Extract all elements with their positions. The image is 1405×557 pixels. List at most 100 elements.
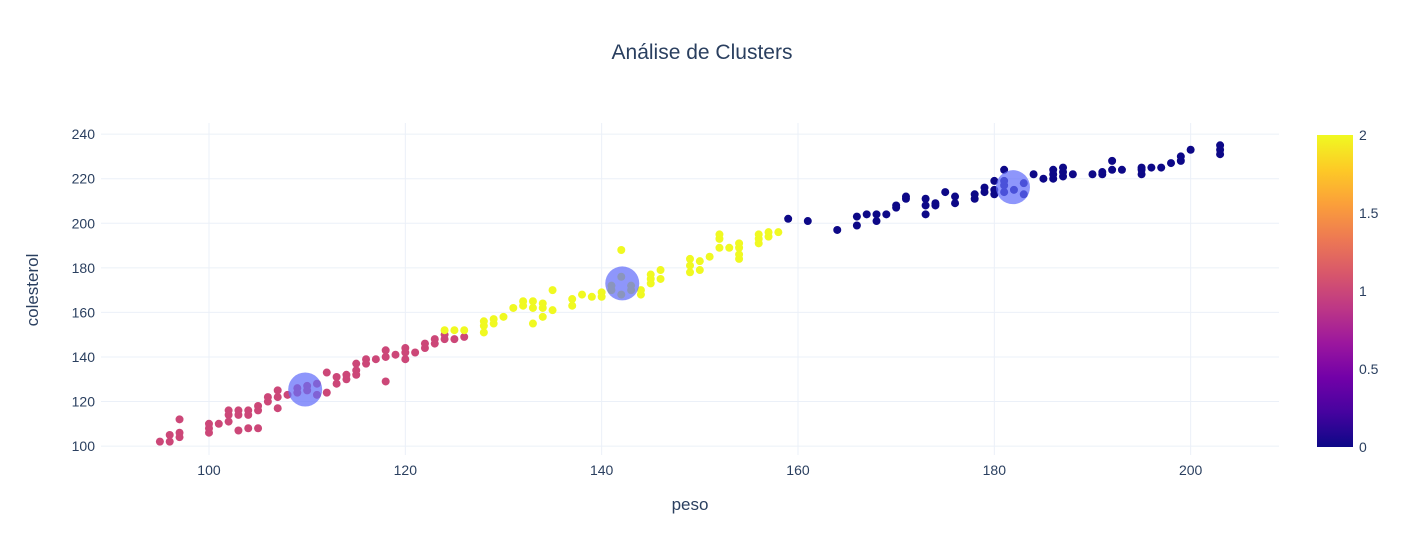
colorbar <box>1317 135 1353 447</box>
data-point <box>489 315 498 324</box>
data-point <box>538 312 547 321</box>
data-point <box>273 404 282 413</box>
data-point <box>656 266 665 275</box>
data-point <box>764 228 773 237</box>
data-point <box>234 406 243 415</box>
data-point <box>951 192 960 201</box>
data-point <box>568 295 577 304</box>
data-point <box>656 274 665 283</box>
data-point <box>371 355 380 364</box>
data-point <box>1186 145 1195 154</box>
data-point <box>214 419 223 428</box>
x-tick-label: 180 <box>983 462 1007 478</box>
data-point <box>754 230 763 239</box>
data-point <box>852 212 861 221</box>
data-point <box>725 243 734 252</box>
data-point <box>617 246 626 255</box>
data-point <box>401 355 410 364</box>
data-point <box>587 292 596 301</box>
data-point <box>970 190 979 199</box>
centroids <box>288 170 1030 407</box>
data-point <box>263 393 272 402</box>
data-point <box>980 183 989 192</box>
y-tick-label: 120 <box>72 394 96 410</box>
data-point <box>1108 156 1117 165</box>
data-point <box>686 268 694 277</box>
data-point <box>548 306 557 315</box>
data-point <box>1029 170 1038 179</box>
data-point <box>803 217 812 226</box>
data-point <box>1108 165 1117 174</box>
data-point <box>862 210 871 219</box>
data-point <box>332 379 341 388</box>
data-point <box>1167 159 1176 168</box>
data-point <box>430 335 439 344</box>
data-point <box>352 359 361 368</box>
x-tick-label: 200 <box>1179 462 1203 478</box>
data-point <box>1117 165 1126 174</box>
colorbar-tick-label: 0.5 <box>1359 361 1379 377</box>
data-point <box>1147 163 1156 172</box>
colorbar-tick-label: 1.5 <box>1359 205 1379 221</box>
data-point <box>420 339 429 348</box>
data-point <box>244 424 253 433</box>
data-point <box>705 252 714 261</box>
data-point <box>165 430 174 439</box>
data-point <box>921 210 930 219</box>
data-point <box>872 210 881 219</box>
data-point <box>990 176 999 185</box>
data-point <box>735 250 744 259</box>
data-point <box>224 417 233 426</box>
data-point <box>509 303 518 312</box>
y-tick-label: 140 <box>72 349 96 365</box>
data-point <box>332 373 341 382</box>
data-point <box>695 266 704 275</box>
data-point <box>1137 163 1146 172</box>
y-tick-label: 240 <box>72 126 96 142</box>
data-point <box>254 401 263 410</box>
colorbar-tick-label: 1 <box>1359 283 1367 299</box>
data-point <box>342 370 351 379</box>
data-point <box>528 297 537 306</box>
centroid-marker <box>605 266 640 301</box>
data-point <box>528 319 537 328</box>
data-point <box>686 254 694 263</box>
data-point <box>695 257 704 266</box>
data-point <box>1157 163 1166 172</box>
data-point <box>450 326 459 335</box>
data-point <box>479 317 488 326</box>
data-point <box>921 201 930 210</box>
data-point <box>391 350 400 359</box>
data-point <box>931 199 940 208</box>
data-point <box>901 192 910 201</box>
data-point <box>450 335 459 344</box>
y-tick-label: 180 <box>72 260 96 276</box>
data-point <box>578 290 587 299</box>
data-point <box>548 286 557 295</box>
data-point <box>519 297 528 306</box>
y-tick-label: 200 <box>72 215 96 231</box>
data-point <box>1049 165 1058 174</box>
data-point <box>254 424 263 433</box>
data-point <box>852 221 861 230</box>
data-point <box>499 312 508 321</box>
y-tick-label: 220 <box>72 171 96 187</box>
data-point <box>273 393 282 402</box>
data-point <box>715 230 724 239</box>
data-point <box>362 355 371 364</box>
y-tick-label: 160 <box>72 304 96 320</box>
data-point <box>381 352 390 361</box>
data-point <box>1098 168 1107 177</box>
data-point <box>568 301 577 310</box>
data-point <box>204 419 213 428</box>
data-point <box>784 214 793 223</box>
data-point <box>175 415 184 424</box>
data-point <box>1216 141 1225 150</box>
data-point <box>921 194 930 203</box>
data-point <box>460 332 469 341</box>
data-points <box>155 141 1225 446</box>
centroid-marker <box>995 170 1030 205</box>
axis-ticks: 100 120 140 160 180 200 100 120 140 160 180 200 220 2… <box>72 126 1203 478</box>
colorbar-ticks: 0 0.5 1 1.5 2 <box>1359 127 1379 455</box>
